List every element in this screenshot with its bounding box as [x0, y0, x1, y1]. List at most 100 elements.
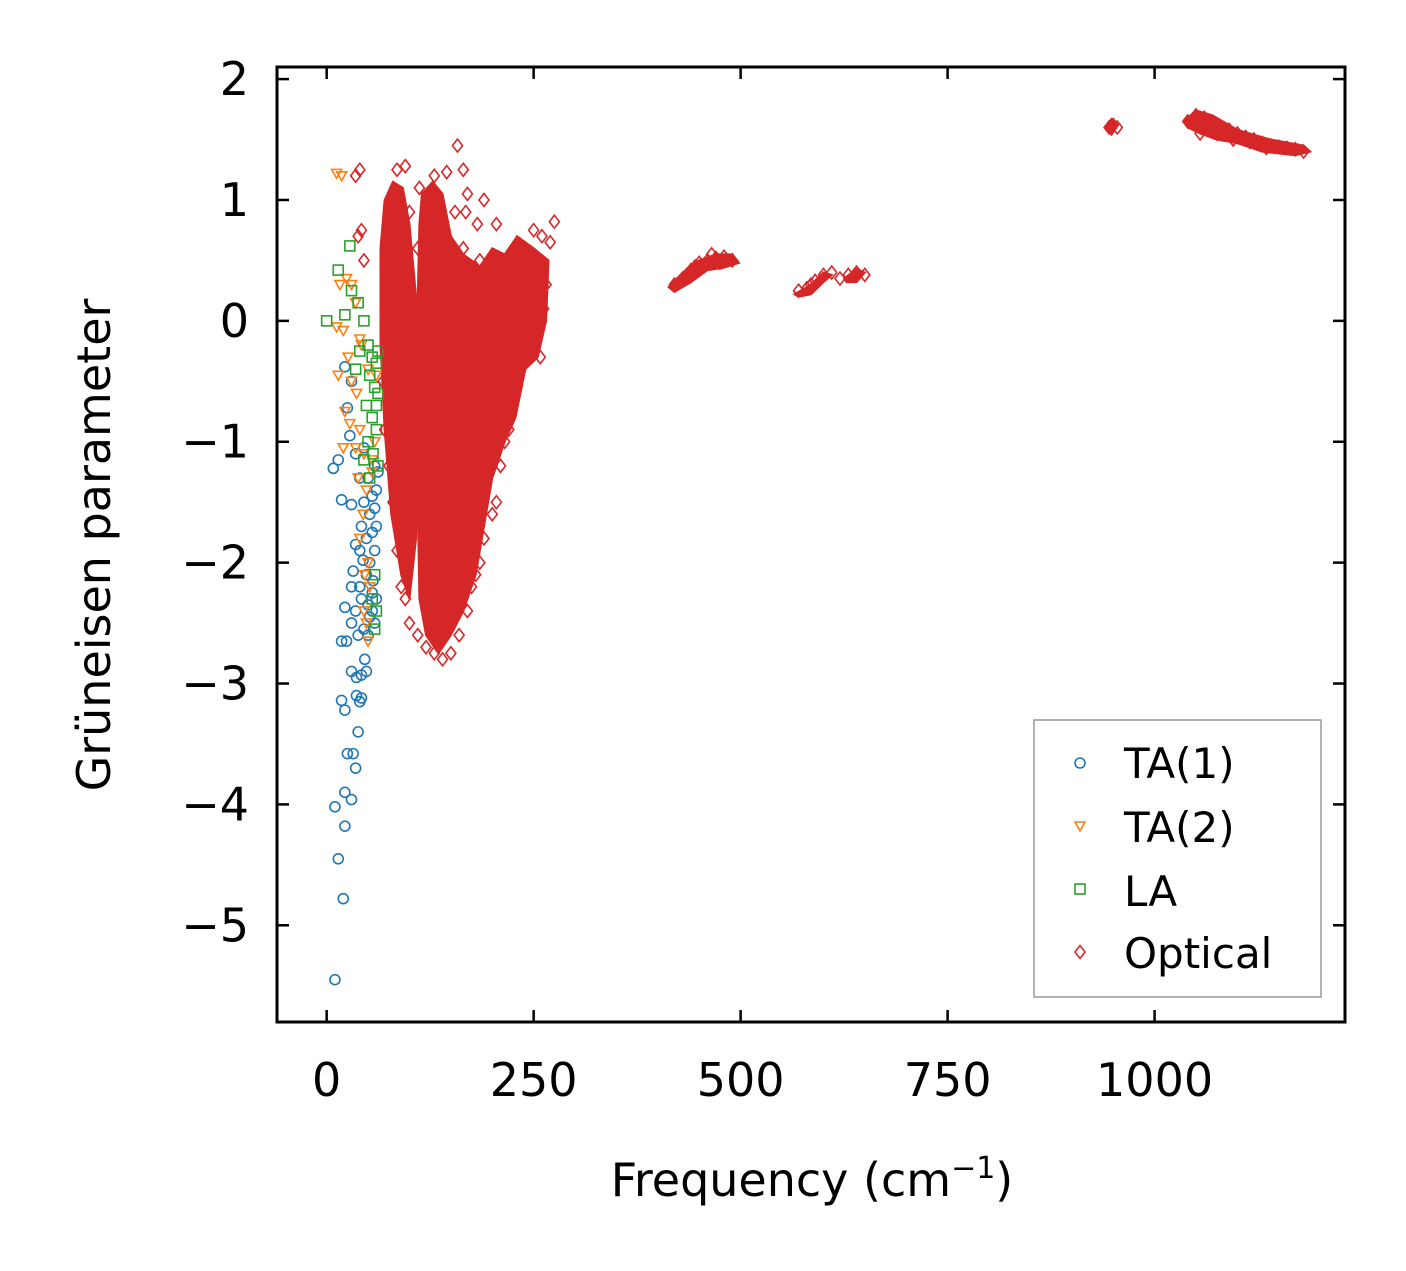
data-point-ta2 [349, 442, 363, 455]
x-tick-label: 750 [904, 1053, 992, 1107]
data-point-ta2 [333, 279, 347, 292]
data-point-optical [349, 167, 362, 184]
data-point-optical [444, 645, 457, 662]
data-point-optical [385, 300, 398, 317]
data-point-optical [411, 470, 424, 486]
data-point-ta1 [360, 665, 373, 678]
data-point-ta1 [329, 801, 341, 813]
data-point-optical [1103, 119, 1116, 136]
data-point-la [358, 454, 370, 466]
data-point-optical [833, 270, 846, 287]
data-point-optical [465, 288, 478, 305]
data-point-ta2 [363, 582, 377, 594]
data-point-optical [465, 578, 478, 595]
data-point-optical [432, 433, 445, 450]
optical-cluster-450 [667, 253, 741, 294]
data-point-optical [403, 204, 416, 220]
legend-marker-ta2 [1073, 821, 1087, 833]
data-point-ta1 [329, 973, 341, 986]
data-point-ta2 [331, 370, 345, 382]
data-point-optical [461, 186, 474, 202]
data-point-la [349, 363, 362, 376]
data-point-optical [357, 252, 370, 269]
data-points [320, 107, 1310, 986]
data-point-optical [477, 361, 490, 378]
data-point-ta2 [360, 485, 373, 497]
data-point-optical [461, 603, 474, 619]
data-point-ta2 [357, 606, 371, 618]
data-point-ta1 [349, 538, 362, 551]
data-point-optical [527, 288, 540, 305]
data-point-la [353, 345, 366, 357]
data-point-optical [395, 349, 408, 365]
data-point-optical [1181, 113, 1194, 130]
data-point-optical [395, 578, 408, 595]
data-point-ta1 [339, 704, 351, 716]
data-point-ta1 [350, 689, 363, 702]
data-point-optical [415, 361, 428, 378]
data-point-la [339, 309, 351, 321]
data-point-optical [726, 252, 739, 269]
data-point-optical [668, 276, 681, 293]
data-point-ta2 [345, 376, 358, 388]
data-point-ta2 [361, 636, 375, 648]
data-point-ta1 [327, 462, 340, 475]
data-point-optical [428, 645, 441, 662]
data-point-optical [457, 161, 470, 178]
data-point-optical [490, 494, 503, 511]
data-point-optical [403, 409, 416, 426]
data-point-la [367, 448, 379, 460]
x-tick-label: 1000 [1096, 1053, 1213, 1107]
legend-markers [1073, 757, 1087, 960]
data-point-ta2 [330, 168, 343, 181]
y-tick-label: 0 [220, 294, 249, 348]
y-tick-label: −2 [181, 536, 249, 590]
data-point-optical [440, 164, 453, 180]
data-point-optical [1223, 122, 1236, 138]
data-point-optical [1272, 138, 1285, 155]
data-point-optical [1297, 143, 1310, 160]
data-point-la [366, 593, 379, 605]
data-point-ta2 [353, 424, 367, 437]
data-point-optical [511, 349, 524, 365]
tick-labels: 0 250 500 750 1000 2 1 0 −1 −2 −3 −4 −5 [181, 52, 1213, 1107]
data-point-optical [469, 385, 482, 402]
data-point-optical [804, 276, 818, 293]
data-point-ta1 [355, 520, 368, 533]
data-point-optical [428, 591, 441, 607]
data-point-ta1 [352, 726, 364, 738]
data-point-optical [461, 482, 474, 498]
data-point-optical [527, 222, 540, 239]
data-point-ta1 [370, 520, 383, 533]
data-point-optical [415, 288, 428, 305]
data-point-optical [399, 158, 412, 174]
data-point-optical [411, 627, 424, 643]
legend-label-ta1: TA(1) [1123, 739, 1235, 788]
data-point-la [362, 339, 374, 351]
data-point-ta1 [347, 747, 359, 760]
data-point-optical [453, 627, 466, 643]
data-point-optical [471, 216, 484, 232]
data-point-ta2 [343, 418, 357, 431]
data-point-optical [399, 288, 412, 305]
data-point-optical [393, 216, 406, 232]
data-point-la [370, 605, 383, 617]
data-point-optical [534, 349, 547, 365]
data-point-optical [469, 566, 482, 583]
data-point-optical [544, 234, 557, 251]
data-point-la [370, 399, 383, 412]
data-point-ta2 [356, 509, 370, 521]
data-point-ta2 [338, 406, 352, 419]
data-point-optical [494, 313, 507, 329]
axes-frame [275, 65, 1347, 1024]
data-point-ta1 [339, 601, 351, 614]
data-point-ta1 [353, 581, 366, 593]
data-point-la [352, 296, 364, 309]
x-tick-label: 250 [490, 1053, 578, 1107]
data-point-ta1 [345, 498, 358, 511]
legend-marker-la [1074, 883, 1086, 895]
y-tick-label: −3 [181, 657, 249, 711]
data-point-ta2 [349, 297, 363, 310]
data-point-optical [457, 542, 470, 559]
